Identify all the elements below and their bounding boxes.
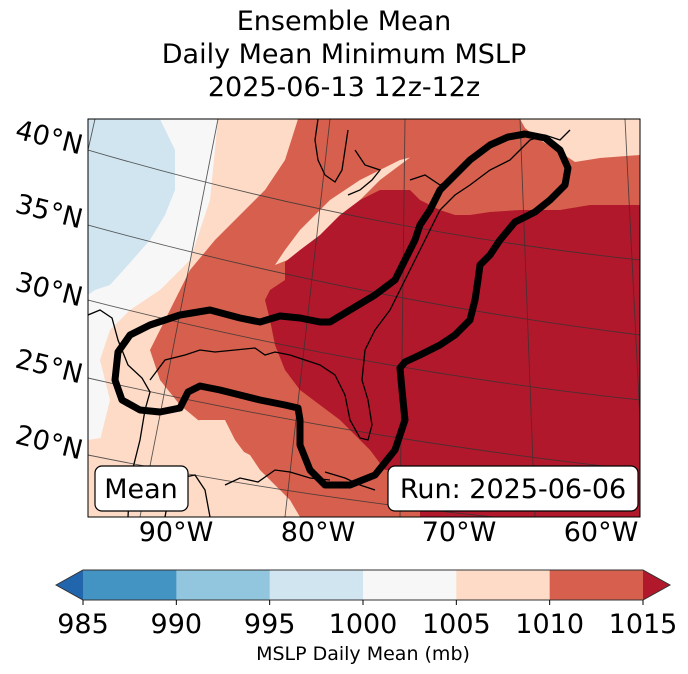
mslp-field — [88, 119, 640, 517]
lon-label-80w: 80°W — [281, 517, 356, 548]
lat-label-20: 20°N — [12, 420, 86, 467]
colorbar-extend-under — [56, 570, 83, 600]
lat-label-25: 25°N — [12, 344, 86, 391]
title-line-2: Daily Mean Minimum MSLP — [161, 39, 527, 70]
colorbar-segment — [456, 570, 551, 600]
colorbar: 985 990 995 1000 1005 1010 1015 — [54, 569, 678, 640]
run-label-box: Run: 2025-06-06 — [387, 465, 639, 512]
lon-label-90w: 90°W — [139, 517, 214, 548]
colorbar-extend-over — [643, 570, 670, 600]
colorbar-label: MSLP Daily Mean (mb) — [256, 643, 470, 665]
mean-label-box: Mean — [94, 465, 189, 512]
colorbar-tick-label: 1005 — [422, 609, 491, 640]
colorbar-segment — [83, 570, 177, 600]
lat-label-30: 30°N — [12, 267, 86, 314]
colorbar-tick-label: 985 — [57, 609, 109, 640]
colorbar-tick-label: 995 — [244, 609, 296, 640]
colorbar-segment — [176, 570, 271, 600]
colorbar-segment — [363, 570, 457, 600]
field-995-1000 — [88, 119, 175, 295]
probability-contour — [111, 130, 572, 489]
lon-label-60w: 60°W — [564, 517, 639, 548]
colorbar-tick-label: 1000 — [329, 609, 398, 640]
lat-label-35: 35°N — [12, 189, 86, 236]
lon-label-70w: 70°W — [422, 517, 497, 548]
mean-label: Mean — [104, 474, 178, 505]
colorbar-tick-label: 990 — [151, 609, 203, 640]
coastlines — [88, 119, 571, 517]
field-1005-1010-ne — [520, 119, 640, 162]
map-frame — [87, 118, 641, 518]
title-line-3: 2025-06-13 12z-12z — [207, 72, 481, 103]
title-line-1: Ensemble Mean — [236, 6, 452, 37]
colorbar-segment — [269, 570, 364, 600]
lat-label-40: 40°N — [12, 115, 86, 162]
run-label: Run: 2025-06-06 — [400, 474, 626, 505]
colorbar-tick-label: 1010 — [515, 609, 584, 640]
colorbar-tick-label: 1015 — [609, 609, 678, 640]
colorbar-segment — [549, 570, 644, 600]
